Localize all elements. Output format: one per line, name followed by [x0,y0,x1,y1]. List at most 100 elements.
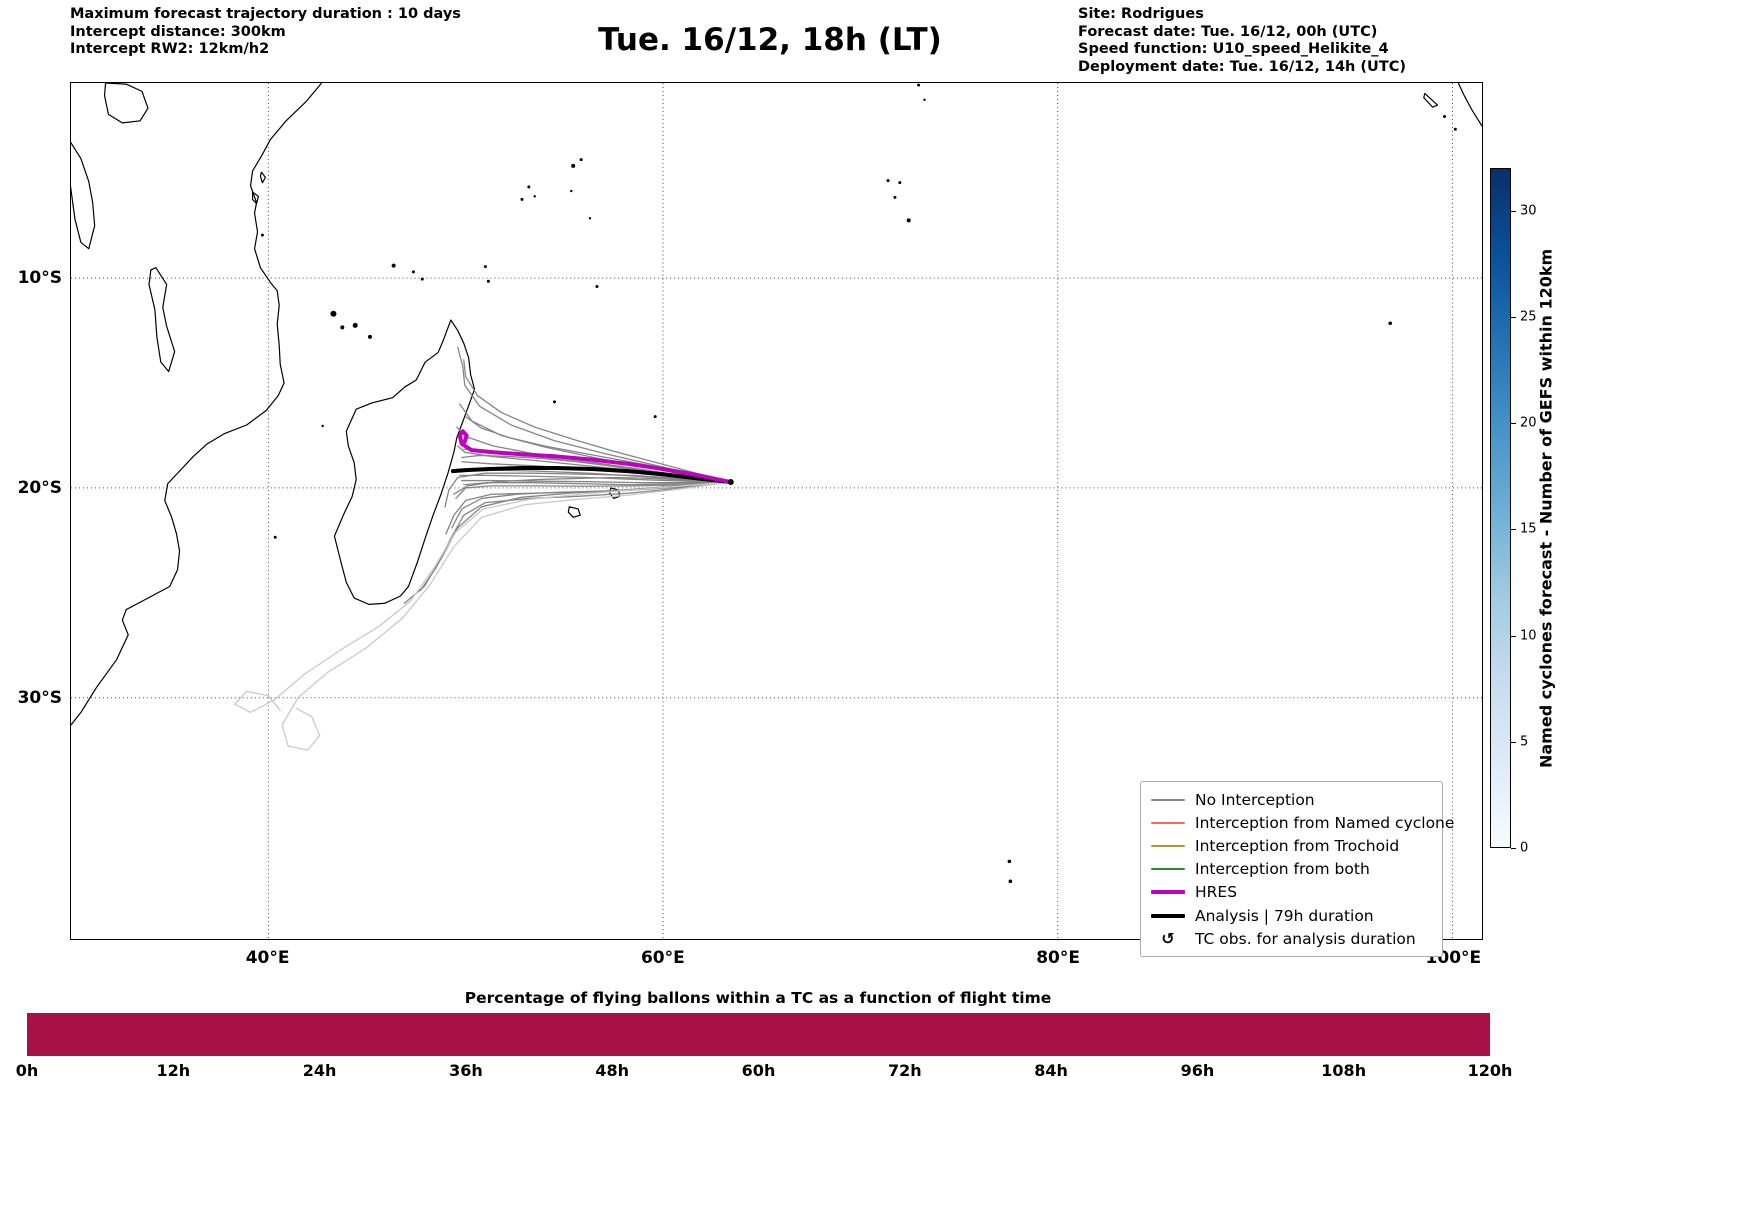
map-canvas [71,83,1482,939]
island-dot [330,310,337,317]
legend-label: No Interception [1195,790,1315,809]
island-dot [1007,859,1012,864]
param-intercept-rw2: Intercept RW2: 12km/h2 [70,41,270,57]
trajectory-no-interception-faded [281,481,732,751]
legend-label: TC obs. for analysis duration [1195,929,1416,948]
legend-item: Analysis | 79h duration [1143,904,1440,927]
legend-label: HRES [1195,883,1238,902]
island-dot [520,197,524,201]
flight-time-tick-label: 12h [156,1061,191,1080]
trajectory-no-interception [453,476,732,495]
legend-line-swatch [1151,913,1185,918]
flight-time-tick-label: 36h [449,1061,483,1080]
colorbar-tick-label: 30 [1520,203,1537,218]
legend-line-swatch [1151,798,1185,801]
x-tick-label: 60°E [640,948,685,968]
param-intercept-distance: Intercept distance: 300km [70,23,286,40]
legend-line-swatch [1151,821,1185,824]
trajectory-no-interception [444,472,732,508]
island-dot [533,195,536,198]
site-name: Site: Rodrigues [1078,6,1204,22]
island-dot [260,233,264,237]
deployment-date: Deployment date: Tue. 16/12, 14h (UTC) [1078,58,1406,75]
island-dot [273,535,277,539]
island-dot [886,179,890,183]
island-dot [527,185,531,189]
island-dot [571,163,576,168]
coastline-africa-coast [71,83,323,726]
trajectory-no-interception [455,481,732,500]
island-dot [923,98,926,101]
colorbar-tick-label: 0 [1520,840,1529,856]
island-dot [898,181,902,185]
legend-item: Interception from Trochoid [1143,834,1440,857]
colorbar-tick [1511,848,1516,849]
map-plot [70,82,1483,940]
colorbar-tick-label: 20 [1520,415,1537,431]
trajectory-analysis-79h-duration [450,466,733,485]
legend-label: Interception from Named cyclone [1195,813,1455,832]
colorbar-tick-label: 25 [1520,309,1537,325]
forecast-date: Forecast date: Tue. 16/12, 00h (UTC) [1078,23,1378,40]
site-info: Site: Rodrigues Forecast date: Tue. 16/1… [1078,6,1406,76]
flight-time-tick-label: 84h [1034,1061,1068,1080]
colorbar-tick [1511,316,1516,318]
colorbar-tick [1511,423,1516,424]
legend-line-swatch [1151,890,1185,895]
param-max-duration: Maximum forecast trajectory duration : 1… [70,6,461,22]
island-dot [1008,879,1013,884]
coastline-pemba-island [259,171,267,184]
trajectory-no-interception [451,481,732,529]
colorbar-tick-label: 15 [1520,521,1537,537]
island-dot [579,158,583,162]
y-tick-label: 30°S [17,688,62,709]
legend: No Interception Interception from Named c… [1140,781,1454,958]
coastline-reunion [567,506,581,518]
legend-label: Interception from Trochoid [1195,836,1400,855]
coastline-zanzibar [251,191,260,205]
forecast-parameters: Maximum forecast trajectory duration : 1… [70,6,461,59]
island-dot [893,195,897,199]
trajectory-no-interception [463,359,732,483]
island-dot [420,277,424,281]
flight-time-chart-title: Percentage of flying ballons within a TC… [464,989,1052,1007]
trajectory-no-interception [459,474,732,483]
legend-line-swatch [1151,868,1185,871]
tc-obs-marker-icon: ↺ [1161,928,1175,948]
coastline-sumatra-coast [1457,83,1482,127]
island-dot [1453,127,1457,131]
legend-label: Interception from both [1195,860,1370,879]
flight-time-tick-label: 48h [595,1061,630,1080]
trajectory-hres [457,429,733,485]
legend-label: Analysis | 79h duration [1195,906,1374,925]
colorbar-gradient [1490,168,1511,848]
island-dot [352,322,358,328]
island-dot [391,263,396,268]
island-dot [411,270,415,274]
island-dot [917,83,921,87]
tc-percentage-bar [27,1013,1490,1056]
island-dot [486,279,490,283]
legend-item: Interception from both [1143,858,1440,881]
island-dot [340,325,345,330]
coastline-madagascar [333,319,476,605]
flight-time-tick-label: 108h [1321,1061,1367,1080]
flight-time-tick-label: 120h [1467,1061,1513,1080]
coastline-lake-tanganyika [71,141,96,250]
island-dot [906,218,911,223]
coastline-siberut [1423,92,1439,108]
colorbar-tick [1511,635,1516,637]
colorbar-tick [1511,529,1516,531]
figure-title: Tue. 16/12, 18h (LT) [598,22,942,58]
flight-time-tick-label: 72h [887,1061,922,1080]
y-tick-label: 10°S [17,267,62,288]
island-dot [321,424,324,428]
legend-item: No Interception [1143,788,1440,811]
coastline-lake-victoria [103,83,149,124]
island-dot [1443,115,1447,119]
trajectory-no-interception-faded [234,481,732,714]
legend-item: Interception from Named cyclone [1143,811,1454,834]
legend-line-swatch [1151,844,1185,847]
speed-function: Speed function: U10_speed_Helikite_4 [1078,41,1389,57]
